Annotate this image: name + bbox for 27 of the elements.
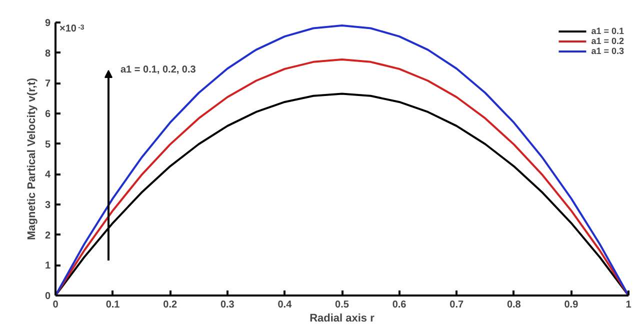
annotation: a1 = 0.1, 0.2, 0.3 (120, 64, 196, 76)
x-tick-label: 0 (52, 300, 59, 310)
x-tick-label: 0.5 (335, 300, 350, 310)
y-tick-label: 9 (44, 18, 51, 29)
y-tick-label: 8 (44, 48, 51, 60)
legend-label: a1 = 0.2 (591, 36, 624, 46)
x-tick-label: 0.9 (564, 300, 579, 310)
x-tick-label: 0.2 (163, 300, 178, 310)
x-tick-label: 0.7 (450, 300, 464, 310)
x-tick-label: 0.1 (106, 300, 120, 310)
x-axis-title: Radial axis r (310, 312, 376, 324)
y-tick-label: 7 (44, 78, 51, 90)
legend-label: a1 = 0.3 (591, 46, 624, 56)
y-tick-label: 6 (44, 109, 51, 120)
y-tick-label: 4 (44, 170, 51, 181)
x-tick-label: 0.6 (392, 300, 407, 310)
y-tick-label: 5 (44, 139, 51, 150)
legend-label: a1 = 0.1 (591, 26, 624, 36)
y-tick-label: 3 (44, 200, 51, 211)
y-axis-title: Magnetic Partical Velocity v(r,t) (26, 78, 38, 240)
x-tick-label: 0.8 (506, 300, 522, 310)
x-tick-label: 0.3 (220, 300, 235, 310)
y-tick-label: 0 (44, 291, 51, 302)
x-tick-label: 0.4 (278, 300, 292, 310)
y-tick-label: 2 (44, 230, 51, 242)
y-tick-label: 1 (44, 260, 51, 272)
x-tick-label: 1 (626, 300, 632, 310)
